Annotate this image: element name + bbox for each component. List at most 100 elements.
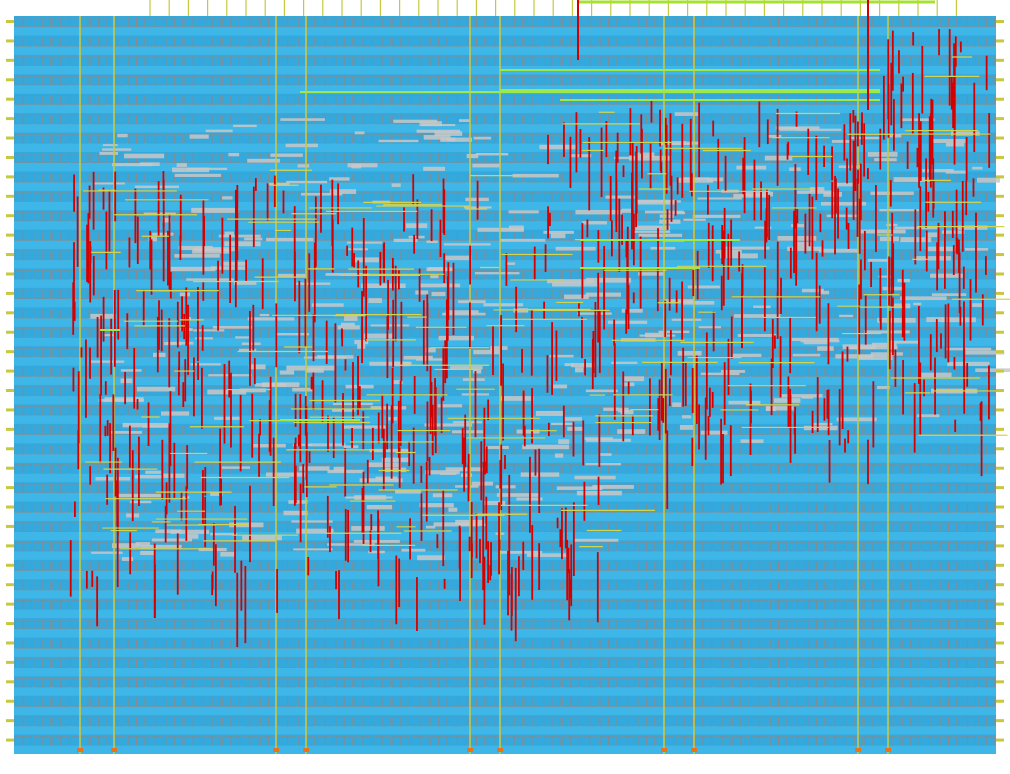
std-cell — [816, 483, 825, 494]
std-cell — [419, 367, 429, 377]
std-cell — [260, 95, 269, 105]
std-cell — [430, 250, 439, 261]
std-cell — [184, 37, 194, 47]
std-cell — [230, 56, 240, 66]
std-cell — [241, 192, 250, 202]
std-cell — [430, 716, 439, 727]
std-cell — [476, 211, 485, 222]
std-cell — [174, 231, 183, 241]
std-cell — [60, 619, 70, 630]
std-cell — [958, 483, 968, 494]
filler-cell — [361, 283, 406, 288]
std-cell — [400, 658, 410, 668]
std-cell — [279, 347, 288, 358]
filler-cell — [218, 234, 261, 238]
filler-cell — [351, 164, 362, 169]
filler-cell — [419, 283, 461, 288]
std-cell — [184, 716, 194, 727]
std-cell — [751, 561, 760, 571]
std-cell — [184, 658, 194, 668]
std-cell — [400, 75, 410, 86]
std-cell — [335, 309, 345, 319]
std-cell — [42, 561, 51, 571]
std-cell — [476, 270, 485, 280]
std-cell — [268, 95, 278, 105]
std-cell — [759, 75, 769, 86]
std-cell — [986, 716, 995, 727]
std-cell — [702, 270, 712, 280]
std-cell — [675, 658, 685, 668]
std-cell — [117, 56, 127, 66]
std-cell — [400, 114, 410, 125]
filler-cell — [490, 346, 508, 350]
std-cell — [740, 231, 750, 241]
std-cell — [14, 639, 24, 649]
std-cell — [902, 211, 911, 222]
std-cell — [514, 153, 523, 163]
std-cell — [249, 658, 259, 668]
std-cell — [713, 561, 722, 571]
std-cell — [344, 678, 353, 688]
filler-cell — [111, 543, 140, 548]
std-cell — [381, 173, 391, 183]
std-cell — [52, 231, 62, 241]
std-cell — [910, 639, 920, 649]
std-cell — [770, 522, 779, 532]
std-cell — [770, 211, 779, 222]
std-cell — [589, 503, 599, 513]
std-cell — [193, 580, 202, 591]
std-cell — [910, 464, 920, 474]
std-cell — [60, 386, 70, 397]
cell-row — [14, 35, 996, 47]
std-cell — [977, 37, 987, 47]
std-cell — [872, 580, 882, 591]
std-cell — [986, 444, 995, 455]
std-cell — [902, 522, 911, 532]
std-cell — [570, 250, 580, 261]
std-cell — [646, 580, 655, 591]
std-cell — [562, 250, 571, 261]
std-cell — [14, 192, 24, 202]
std-cell — [921, 503, 930, 513]
std-cell — [316, 386, 326, 397]
std-cell — [14, 619, 24, 630]
std-cell — [702, 464, 712, 474]
std-cell — [486, 309, 496, 319]
std-cell — [977, 95, 987, 105]
std-cell — [268, 658, 278, 668]
std-cell — [14, 697, 24, 707]
filler-cell — [248, 364, 266, 370]
std-cell — [600, 153, 609, 163]
filler-cell — [913, 302, 922, 306]
std-cell — [921, 425, 930, 435]
std-cell — [52, 386, 62, 397]
std-cell — [684, 600, 693, 610]
std-cell — [721, 386, 731, 397]
std-cell — [967, 736, 976, 746]
std-cell — [400, 173, 410, 183]
std-cell — [287, 542, 297, 552]
std-cell — [392, 639, 401, 649]
std-cell — [807, 483, 817, 494]
std-cell — [505, 444, 515, 455]
std-cell — [155, 658, 164, 668]
std-cell — [514, 406, 523, 416]
std-cell — [52, 211, 62, 222]
cell-row — [14, 171, 996, 183]
std-cell — [230, 464, 240, 474]
std-cell — [902, 37, 911, 47]
std-cell — [136, 580, 145, 591]
std-cell — [721, 600, 731, 610]
std-cell — [505, 75, 515, 86]
std-cell — [363, 406, 372, 416]
filler-cell — [947, 361, 990, 367]
std-cell — [363, 153, 372, 163]
std-cell — [222, 134, 231, 144]
std-cell — [551, 17, 561, 28]
filler-cell — [425, 347, 436, 353]
std-cell — [400, 17, 410, 28]
std-cell — [835, 503, 844, 513]
std-cell — [146, 406, 156, 416]
